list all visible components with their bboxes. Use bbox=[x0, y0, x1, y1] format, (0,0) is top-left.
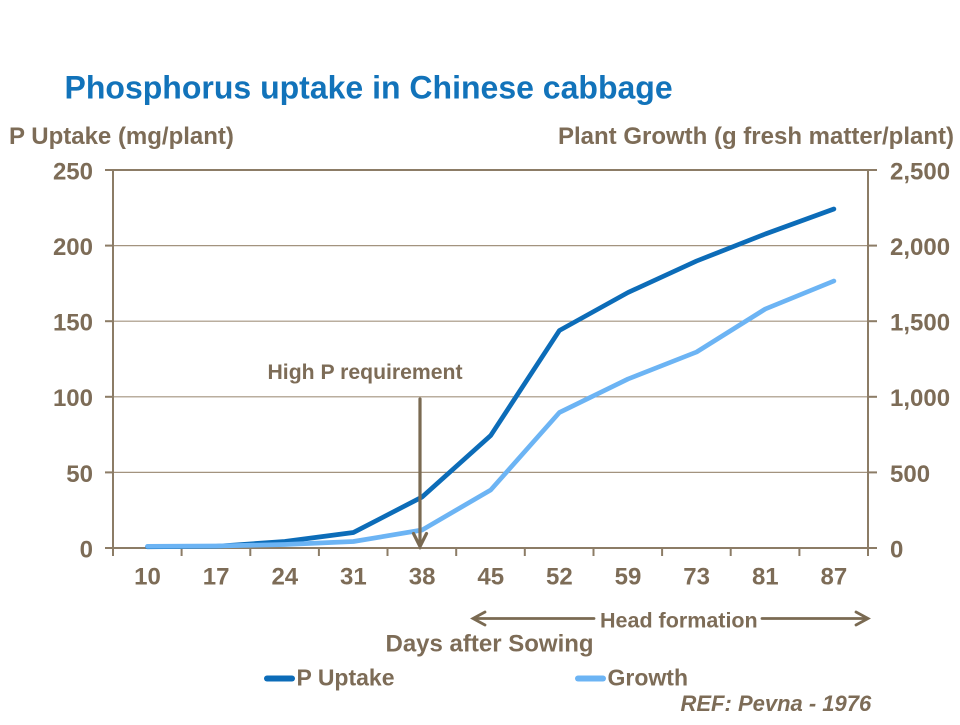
svg-text:1,000: 1,000 bbox=[890, 385, 950, 412]
svg-text:73: 73 bbox=[683, 564, 710, 591]
svg-text:200: 200 bbox=[53, 234, 93, 261]
svg-text:250: 250 bbox=[53, 158, 93, 185]
svg-text:59: 59 bbox=[615, 564, 642, 591]
svg-text:2,000: 2,000 bbox=[890, 234, 950, 261]
svg-text:0: 0 bbox=[890, 536, 903, 563]
svg-text:P Uptake (mg/plant): P Uptake (mg/plant) bbox=[9, 123, 234, 150]
svg-text:Head formation: Head formation bbox=[600, 609, 758, 633]
svg-text:10: 10 bbox=[134, 564, 161, 591]
svg-text:2,500: 2,500 bbox=[890, 158, 950, 185]
svg-text:38: 38 bbox=[409, 564, 436, 591]
svg-text:150: 150 bbox=[53, 310, 93, 337]
svg-text:REF: Pevna - 1976: REF: Pevna - 1976 bbox=[681, 691, 873, 716]
svg-text:100: 100 bbox=[53, 385, 93, 412]
svg-text:81: 81 bbox=[752, 564, 779, 591]
svg-text:Plant Growth (g fresh matter/p: Plant Growth (g fresh matter/plant) bbox=[558, 123, 954, 150]
svg-text:45: 45 bbox=[477, 564, 504, 591]
svg-text:17: 17 bbox=[203, 564, 230, 591]
svg-text:500: 500 bbox=[890, 461, 930, 488]
svg-text:0: 0 bbox=[80, 536, 93, 563]
svg-text:High P requirement: High P requirement bbox=[268, 361, 463, 384]
svg-text:31: 31 bbox=[340, 564, 367, 591]
svg-text:87: 87 bbox=[821, 564, 848, 591]
svg-text:Growth: Growth bbox=[608, 665, 689, 691]
svg-text:50: 50 bbox=[66, 461, 93, 488]
svg-text:P Uptake: P Uptake bbox=[297, 665, 395, 691]
svg-text:Phosphorus uptake in Chinese c: Phosphorus uptake in Chinese cabbage bbox=[65, 70, 673, 106]
svg-text:24: 24 bbox=[271, 564, 298, 591]
svg-text:Days after Sowing: Days after Sowing bbox=[386, 630, 594, 657]
svg-text:52: 52 bbox=[546, 564, 573, 591]
svg-text:1,500: 1,500 bbox=[890, 310, 950, 337]
